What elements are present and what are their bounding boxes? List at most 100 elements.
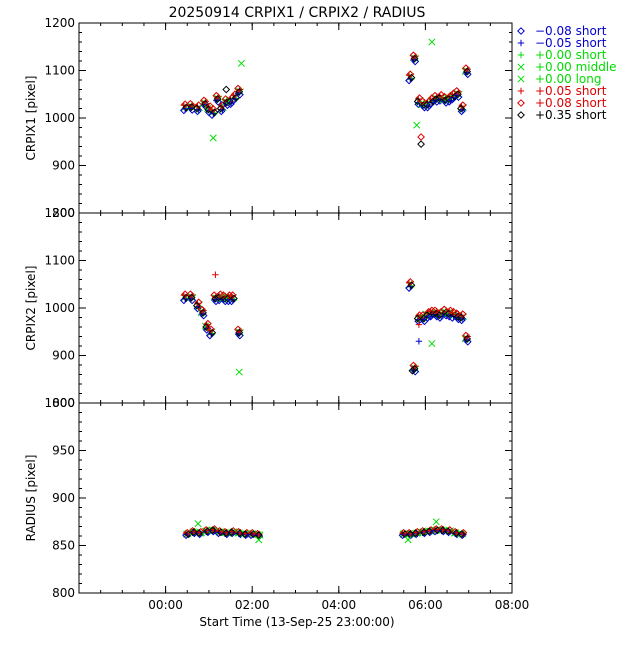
data-point bbox=[463, 67, 472, 76]
data-point bbox=[194, 298, 203, 307]
y-tick-label: 1000 bbox=[44, 396, 75, 410]
data-point-outlier bbox=[413, 121, 421, 129]
legend-marker bbox=[517, 39, 525, 47]
data-point bbox=[209, 105, 218, 113]
data-point bbox=[452, 529, 461, 538]
y-tick-label: 950 bbox=[52, 444, 75, 458]
y-tick-label: 1000 bbox=[44, 111, 75, 125]
data-point bbox=[213, 95, 222, 103]
data-point bbox=[406, 70, 415, 79]
data-point bbox=[204, 319, 212, 328]
data-point bbox=[194, 101, 203, 110]
data-point bbox=[182, 293, 191, 302]
data-point bbox=[254, 531, 263, 539]
data-point bbox=[418, 97, 427, 106]
data-point-outlier bbox=[428, 340, 436, 348]
legend-marker bbox=[517, 99, 525, 107]
y-tick-label: 1100 bbox=[44, 254, 75, 268]
data-point bbox=[433, 526, 442, 535]
legend-label: +0.00 long bbox=[535, 72, 602, 86]
y-tick-label: 900 bbox=[52, 349, 75, 363]
panel-3: 800 850 900 950 1000 00:00 02:00 04:00 06:00 08:0… bbox=[24, 396, 529, 612]
data-point bbox=[235, 529, 244, 538]
panel-frame bbox=[78, 402, 513, 594]
data-point-outlier bbox=[194, 520, 202, 528]
y-tick-label: 1200 bbox=[44, 16, 75, 30]
x-tick-label: 08:00 bbox=[495, 598, 530, 612]
panel-2: 800 900 1000 1100 1200 CRPIX2 [pixel] bbox=[24, 206, 513, 410]
data-point bbox=[457, 530, 466, 539]
data-point bbox=[200, 96, 208, 105]
data-point bbox=[207, 325, 215, 334]
data-point bbox=[227, 528, 236, 537]
data-point-outlier bbox=[417, 140, 425, 149]
legend-item: +0.00 middle bbox=[517, 60, 617, 74]
data-point bbox=[189, 528, 198, 537]
data-point bbox=[423, 311, 431, 320]
data-point bbox=[415, 311, 424, 320]
data-point-outlier bbox=[415, 321, 423, 328]
data-point bbox=[409, 51, 418, 60]
data-point bbox=[440, 92, 449, 101]
x-tick-label: 04:00 bbox=[322, 598, 357, 612]
legend-marker bbox=[517, 27, 525, 35]
data-point bbox=[210, 291, 219, 300]
legend-item: +0.00 long bbox=[517, 72, 602, 86]
data-point bbox=[187, 103, 196, 111]
data-point bbox=[187, 293, 196, 302]
data-point bbox=[192, 301, 201, 310]
data-point-outlier bbox=[415, 338, 423, 345]
data-point bbox=[410, 54, 419, 63]
legend-item: +0.08 short bbox=[517, 96, 607, 110]
panel-frame bbox=[78, 22, 513, 214]
data-point bbox=[438, 526, 447, 535]
data-point-outlier bbox=[255, 536, 263, 544]
legend-label: +0.00 short bbox=[535, 48, 607, 62]
data-point bbox=[453, 90, 462, 99]
y-tick-label: 1200 bbox=[44, 206, 75, 220]
data-point-outlier bbox=[428, 38, 436, 46]
data-point bbox=[199, 308, 207, 317]
y-tick-label: 1100 bbox=[44, 64, 75, 78]
data-point-outlier bbox=[235, 368, 243, 376]
legend-item: −0.05 short bbox=[517, 36, 607, 50]
data-point bbox=[462, 64, 470, 73]
data-point bbox=[197, 305, 206, 314]
data-point bbox=[425, 527, 434, 536]
legend-item: −0.08 short bbox=[517, 24, 607, 38]
data-point bbox=[440, 305, 449, 314]
data-point bbox=[432, 95, 441, 103]
legend: −0.08 short−0.05 short+0.00 short+0.00 m… bbox=[517, 24, 617, 122]
data-point bbox=[186, 290, 195, 299]
data-point bbox=[452, 309, 461, 318]
data-point bbox=[457, 104, 465, 113]
data-point bbox=[223, 294, 232, 303]
data-point bbox=[195, 529, 203, 538]
y-tick-label: 900 bbox=[52, 491, 75, 505]
data-point bbox=[202, 323, 211, 331]
data-point-outlier bbox=[417, 133, 425, 141]
data-points bbox=[179, 38, 472, 149]
data-point-outlier bbox=[237, 59, 245, 67]
legend-label: −0.08 short bbox=[535, 24, 607, 38]
data-point bbox=[235, 328, 244, 337]
x-tick-label: 02:00 bbox=[235, 598, 270, 612]
data-point bbox=[186, 99, 195, 108]
data-point-outlier bbox=[432, 518, 440, 526]
data-points bbox=[182, 518, 468, 544]
y-axis-label: CRPIX2 [pixel] bbox=[24, 266, 38, 351]
data-point bbox=[431, 91, 439, 100]
y-tick-label: 900 bbox=[52, 159, 75, 173]
legend-marker bbox=[517, 75, 525, 83]
panel-1: 800 900 1000 1100 1200 CRPIX1 [pixel] bbox=[24, 16, 513, 220]
data-point bbox=[208, 526, 217, 535]
data-point-outlier bbox=[408, 366, 417, 375]
legend-item: +0.00 short bbox=[517, 48, 607, 62]
legend-item: +0.35 short bbox=[517, 108, 607, 122]
data-point bbox=[234, 84, 242, 93]
data-point bbox=[210, 108, 219, 117]
x-axis-label: Start Time (13-Sep-25 23:00:00) bbox=[199, 615, 394, 629]
legend-label: +0.35 short bbox=[535, 108, 607, 122]
data-point bbox=[462, 331, 470, 340]
